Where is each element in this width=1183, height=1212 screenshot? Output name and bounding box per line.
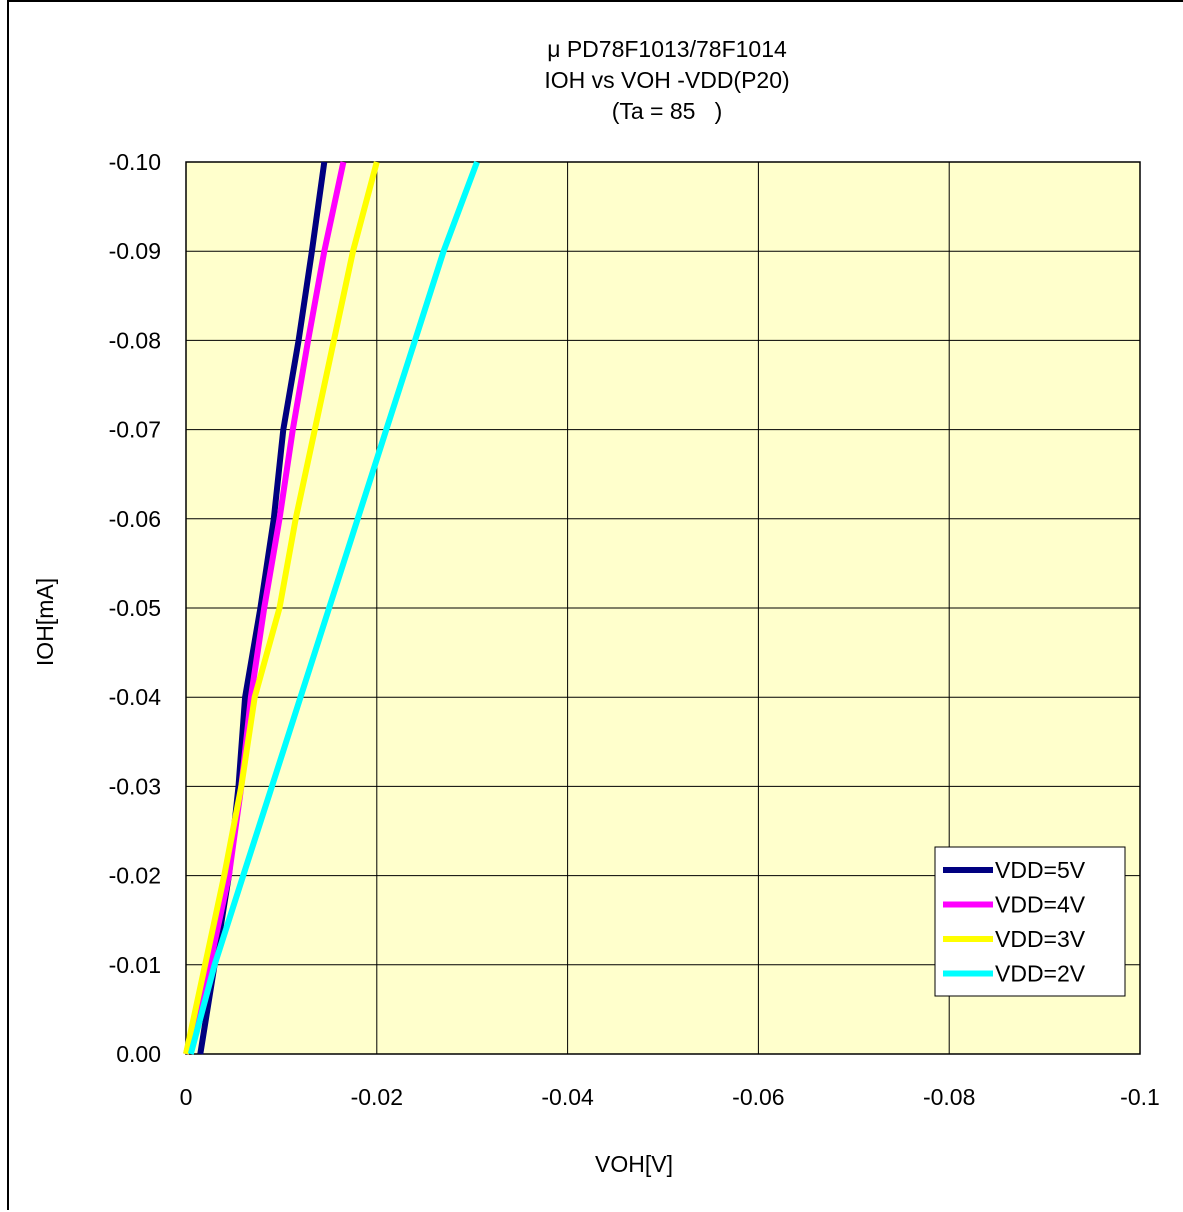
title-line-1: μ PD78F1013/78F1014 (547, 36, 787, 62)
x-tick-label: -0.06 (732, 1084, 784, 1110)
title-line-2: IOH vs VOH -VDD(P20) (544, 67, 789, 93)
y-tick-label: -0.05 (109, 595, 161, 621)
y-tick-label: -0.09 (109, 238, 161, 264)
y-tick-label: -0.08 (109, 327, 161, 353)
y-tick-label: -0.01 (109, 952, 161, 978)
y-tick-label: -0.04 (109, 684, 162, 710)
chart-title: μ PD78F1013/78F1014 IOH vs VOH -VDD(P20)… (544, 36, 789, 124)
legend: VDD=5V VDD=4V VDD=3V VDD=2V (934, 846, 1126, 997)
y-axis-ticks: 0.00 -0.01 -0.02 -0.03 -0.04 -0.05 -0.06 -0.07 -… (109, 149, 162, 1067)
legend-label-2: VDD=4V (995, 892, 1086, 918)
legend-label-1: VDD=5V (995, 857, 1086, 883)
x-tick-label: -0.08 (923, 1084, 975, 1110)
y-axis-title: IOH[mA] (32, 578, 58, 666)
y-tick-label: -0.03 (109, 773, 161, 799)
x-tick-label: -0.04 (541, 1084, 594, 1110)
x-tick-label: -0.1 (1120, 1084, 1160, 1110)
title-line-3: (Ta = 85 ) (612, 98, 723, 124)
y-tick-label: -0.06 (109, 506, 161, 532)
legend-label-4: VDD=2V (995, 961, 1086, 987)
y-tick-label: 0.00 (116, 1041, 161, 1067)
y-tick-label: -0.10 (109, 149, 161, 175)
y-tick-label: -0.02 (109, 863, 161, 889)
series-line-4 (187, 160, 480, 1055)
x-axis-title: VOH[V] (595, 1151, 673, 1177)
x-axis-ticks: 0 -0.02 -0.04 -0.06 -0.08 -0.1 (180, 1084, 1160, 1110)
series-lines (183, 160, 480, 1055)
x-tick-label: 0 (180, 1084, 193, 1110)
series-line-2 (183, 161, 347, 1055)
y-tick-label: -0.07 (109, 417, 161, 443)
x-tick-label: -0.02 (351, 1084, 403, 1110)
chart-svg: μ PD78F1013/78F1014 IOH vs VOH -VDD(P20)… (32, 36, 1160, 1177)
series-line-3 (183, 161, 380, 1055)
legend-label-3: VDD=3V (995, 926, 1086, 952)
chart-frame: μ PD78F1013/78F1014 IOH vs VOH -VDD(P20)… (7, 0, 1183, 1210)
